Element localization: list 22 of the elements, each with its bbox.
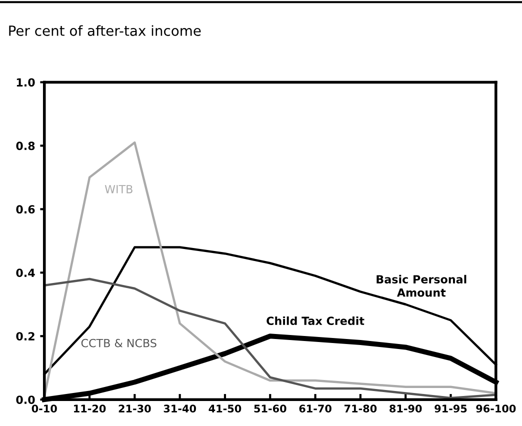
series-label: Child Tax Credit	[266, 316, 364, 326]
y-tick-label: 1.0	[16, 78, 35, 87]
chart-title: Per cent of after-tax income	[9, 25, 201, 36]
x-tick-label: 31-40	[164, 404, 196, 413]
y-tick-label: 0.8	[16, 142, 35, 150]
x-tick-label: 51-60	[254, 404, 286, 413]
y-tick-label: 0.6	[16, 205, 35, 214]
x-tick-label: 71-80	[344, 404, 377, 413]
x-tick-label: 81-90	[390, 404, 422, 413]
x-tick-label: 21-30	[118, 404, 151, 413]
x-tick-label: 91-95	[434, 404, 467, 413]
x-tick-label: 96-100	[476, 404, 516, 413]
x-tick-label: 11-20	[74, 404, 106, 413]
series-label: Basic Personal Amount	[376, 274, 466, 297]
y-tick-label: 0.0	[16, 396, 35, 404]
y-tick-label: 0.4	[16, 268, 35, 278]
y-tick-label: 0.2	[16, 332, 34, 340]
x-tick-label: 0-10	[32, 404, 57, 413]
text: CCTB & NCBS	[81, 338, 156, 348]
series-label: WITB	[104, 185, 132, 194]
x-tick-label: 61-70	[299, 404, 332, 413]
x-tick-label: 41-50	[208, 404, 242, 413]
